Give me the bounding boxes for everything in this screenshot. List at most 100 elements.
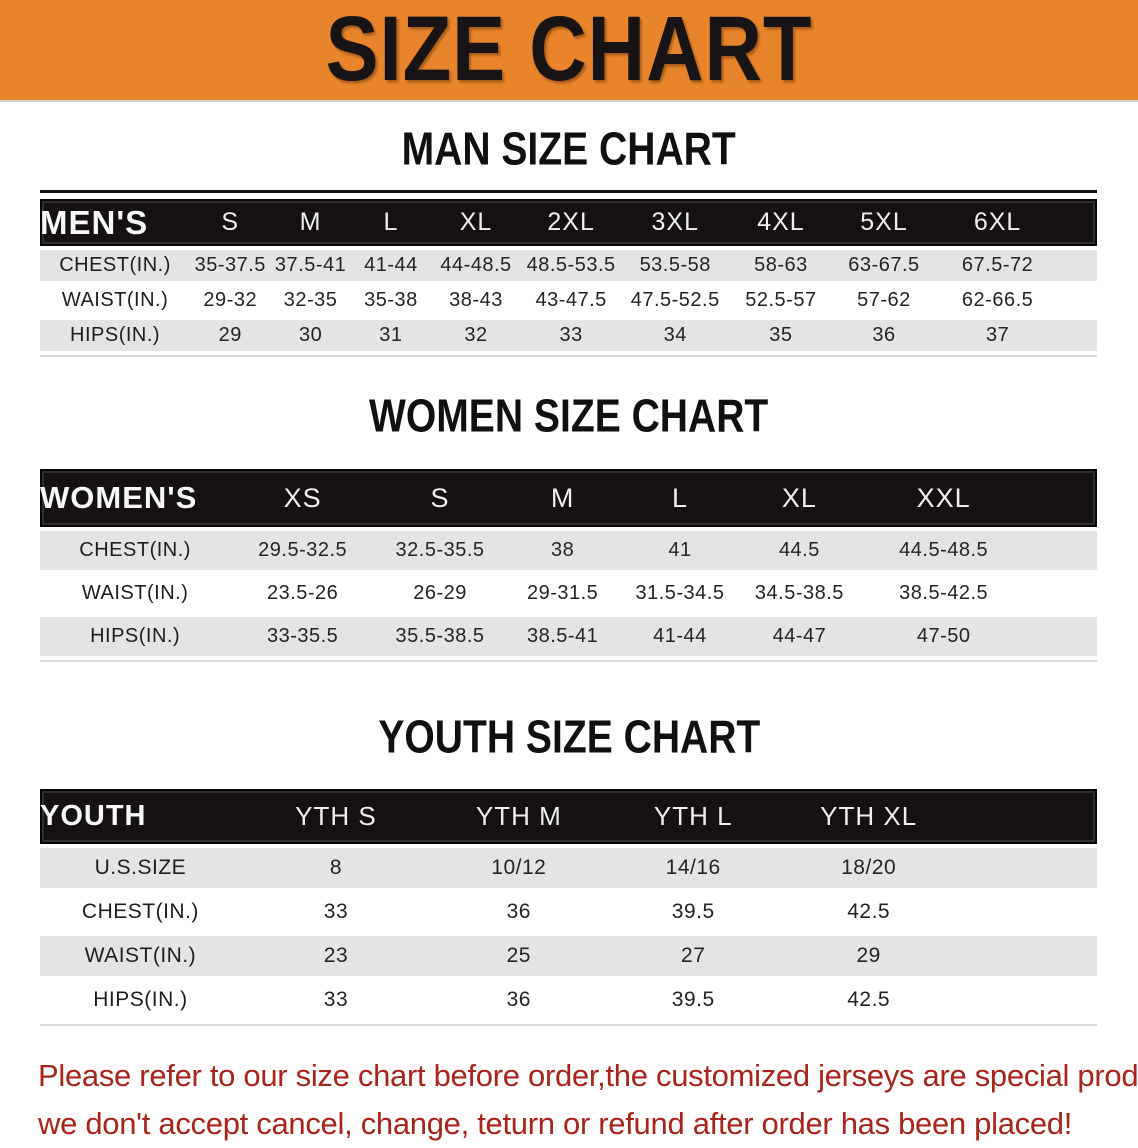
cell-value: 48.5-53.5 [526,254,616,277]
cell-value: 38 [551,539,575,562]
cell-value: 25 [506,944,531,968]
women-size-table-wrap: WOMEN'S XS S M L XL XXL CHEST(IN.) 29.5-32.5 32.5… [40,465,1097,663]
men-section-title-text: MAN SIZE CHART [401,122,737,175]
cell-value: 38.5-41 [526,625,599,648]
cell-value: 63-67.5 [848,254,920,277]
women-size-section: WOMEN SIZE CHART WOMEN'S XS S M L XL XXL CHEST(… [0,391,1138,663]
size-column-header: XL [459,208,493,237]
cell-value: 38.5-42.5 [899,582,989,605]
cell-value: 41-44 [653,625,707,648]
size-column-header: M [299,208,322,237]
row-spacer [957,936,1097,976]
row-spacer [1060,320,1097,351]
row-label: CHEST(IN.) [79,539,191,562]
cell-value: 42.5 [847,988,891,1012]
cell-value: 53.5-58 [639,254,711,277]
table-row: HIPS(IN.) 33 36 39.5 42.5 [40,980,1097,1020]
row-spacer [1028,574,1097,613]
disclaimer-line-1: Please refer to our size chart before or… [38,1058,1138,1094]
cell-value: 30 [298,324,323,347]
table-header-row: MEN'S S M L XL 2XL 3XL 4XL 5XL 6XL [40,199,1097,247]
cell-value: 18/20 [841,856,897,880]
cell-value: 37 [985,324,1010,347]
table-row: WAIST(IN.) 23.5-26 26-29 29-31.5 31.5-34.5 34… [40,574,1097,613]
banner: SIZE CHART [0,0,1138,102]
table-row: WAIST(IN.) 29-32 32-35 35-38 38-43 43-47.5 47.… [40,285,1097,316]
cell-value: 29-31.5 [526,582,599,605]
cell-value: 52.5-57 [745,289,817,312]
cell-value: 33 [323,988,349,1012]
men-size-section: MAN SIZE CHART MEN'S S M L XL 2XL 3XL 4XL 5XL 6XL… [0,122,1138,358]
cell-value: 62-66.5 [961,289,1034,312]
cell-value: 37.5-41 [274,254,347,277]
cell-value: 27 [681,944,706,968]
table-row: U.S.SIZE 8 10/12 14/16 18/20 [40,848,1097,889]
cell-value: 23.5-26 [266,582,339,605]
cell-value: 47-50 [916,625,971,648]
size-column-header: L [671,482,688,513]
men-size-table: MEN'S S M L XL 2XL 3XL 4XL 5XL 6XL CHEST(IN.) 35-37… [40,195,1097,355]
cell-value: 36 [506,988,531,1012]
table-row: HIPS(IN.) 33-35.5 35.5-38.5 38.5-41 41-44 44-… [40,617,1097,657]
row-spacer [957,980,1097,1020]
row-label: HIPS(IN.) [93,988,188,1012]
cell-value: 44-48.5 [440,254,512,277]
size-column-header: L [383,208,399,237]
table-row: CHEST(IN.) 29.5-32.5 32.5-35.5 38 41 44.5 44.5… [40,531,1097,571]
cell-value: 67.5-72 [961,254,1034,277]
table-header-label: MEN'S [40,203,149,241]
row-spacer [1060,285,1097,316]
row-spacer [957,848,1097,888]
youth-size-table-wrap: YOUTH YTH S YTH M YTH L YTH XL U.S.SIZE 8 10/12… [40,785,1097,1027]
cell-value: 39.5 [671,900,715,924]
cell-value: 29-32 [203,289,258,312]
disclaimer-text: Please refer to our size chart before or… [38,1052,1138,1148]
youth-size-section: YOUTH SIZE CHART YOUTH YTH S YTH M YTH L YTH… [0,710,1138,1027]
row-spacer [1060,250,1097,281]
youth-size-table: YOUTH YTH S YTH M YTH L YTH XL U.S.SIZE 8 10/12… [40,785,1097,1024]
row-label: U.S.SIZE [94,856,187,880]
size-column-header: S [221,208,240,237]
cell-value: 43-47.5 [535,289,607,312]
size-column-header: XS [283,482,322,513]
cell-value: 29 [856,944,881,968]
row-label: HIPS(IN.) [90,625,181,648]
cell-value: 26-29 [413,582,467,605]
header-spacer [1028,469,1097,527]
table-header-row: YOUTH YTH S YTH M YTH L YTH XL [40,789,1097,845]
cell-value: 35.5-38.5 [395,625,485,648]
cell-value: 32.5-35.5 [395,539,485,562]
cell-value: 35 [769,324,793,347]
youth-section-title: YOUTH SIZE CHART [0,710,1138,763]
row-label: HIPS(IN.) [70,324,161,347]
cell-value: 34.5-38.5 [754,582,844,605]
cell-value: 35-37.5 [194,254,266,277]
cell-value: 36 [872,324,896,347]
cell-value: 14/16 [665,856,721,880]
cell-value: 33 [559,324,583,347]
row-spacer [957,892,1097,932]
women-section-title: WOMEN SIZE CHART [0,391,1138,440]
size-column-header: 4XL [757,208,805,237]
size-column-header: YTH M [475,801,562,832]
header-spacer [1060,199,1097,246]
cell-value: 36 [506,900,531,924]
size-column-header: YTH XL [820,801,918,832]
cell-value: 32 [464,324,488,347]
size-column-header: M [550,482,575,513]
cell-value: 41 [668,539,692,562]
cell-value: 31 [379,324,403,347]
cell-value: 35-38 [364,289,418,312]
youth-section-title-text: YOUTH SIZE CHART [378,710,760,763]
cell-value: 23 [323,944,349,968]
women-size-table: WOMEN'S XS S M L XL XXL CHEST(IN.) 29.5-32.5 32.5… [40,465,1097,660]
size-column-header: 5XL [860,208,908,237]
table-row: WAIST(IN.) 23 25 27 29 [40,936,1097,977]
cell-value: 32-35 [283,289,338,312]
size-column-header: XXL [916,482,971,513]
cell-value: 39.5 [671,988,715,1012]
header-spacer [957,789,1097,844]
cell-value: 47.5-52.5 [630,289,720,312]
cell-value: 44.5-48.5 [899,539,989,562]
